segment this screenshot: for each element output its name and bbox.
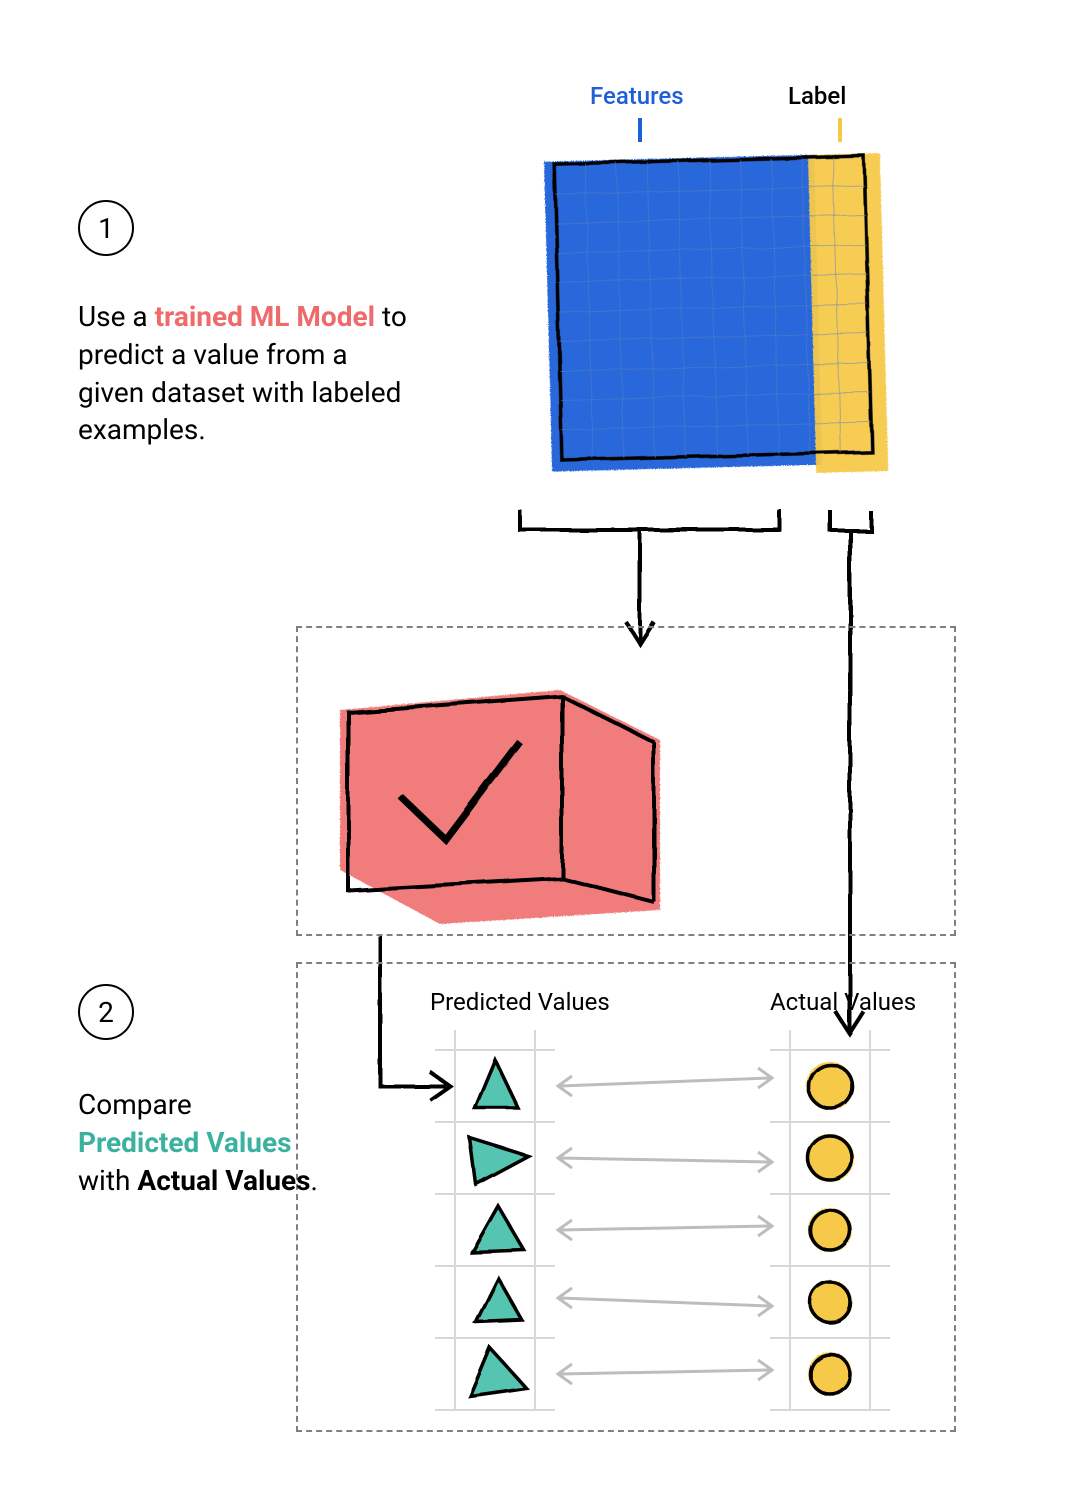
comparison-rows [0, 0, 1080, 1488]
row-1 [475, 1060, 854, 1110]
